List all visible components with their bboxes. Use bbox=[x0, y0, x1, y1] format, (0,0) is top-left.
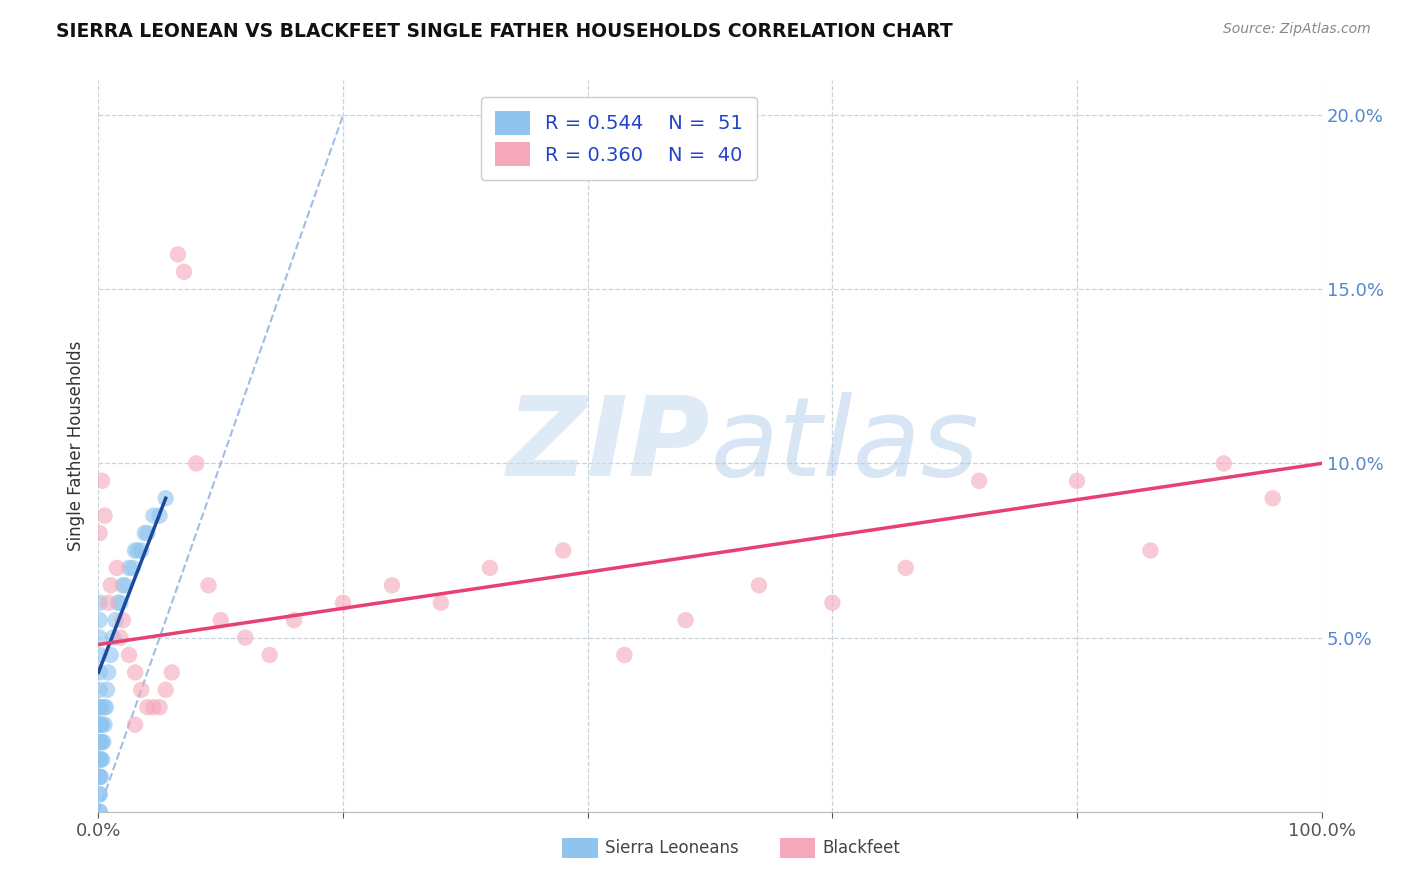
Point bbox=[129, 543, 152, 558]
Point bbox=[173, 265, 195, 279]
Legend: R = 0.544    N =  51, R = 0.360    N =  40: R = 0.544 N = 51, R = 0.360 N = 40 bbox=[481, 97, 756, 180]
Point bbox=[332, 596, 354, 610]
Point bbox=[89, 613, 111, 627]
Point bbox=[94, 700, 117, 714]
Point bbox=[91, 717, 114, 731]
Point bbox=[136, 700, 159, 714]
Point bbox=[1212, 457, 1234, 471]
Point bbox=[91, 735, 114, 749]
Point bbox=[894, 561, 917, 575]
Point bbox=[89, 770, 111, 784]
Point bbox=[93, 508, 115, 523]
Point bbox=[90, 717, 112, 731]
Point bbox=[209, 613, 232, 627]
Point bbox=[89, 770, 111, 784]
Point bbox=[167, 247, 190, 261]
Point bbox=[149, 700, 172, 714]
Point bbox=[111, 578, 134, 592]
Point bbox=[97, 665, 120, 680]
Point bbox=[89, 787, 111, 801]
Point bbox=[96, 682, 118, 697]
Text: atlas: atlas bbox=[710, 392, 979, 500]
Point bbox=[89, 717, 111, 731]
Point bbox=[381, 578, 404, 592]
Point bbox=[283, 613, 305, 627]
Point bbox=[149, 508, 172, 523]
Point bbox=[90, 700, 112, 714]
Text: Sierra Leoneans: Sierra Leoneans bbox=[605, 839, 738, 857]
Point bbox=[134, 526, 156, 541]
Text: Source: ZipAtlas.com: Source: ZipAtlas.com bbox=[1223, 22, 1371, 37]
Point bbox=[91, 474, 114, 488]
Point bbox=[142, 700, 165, 714]
Point bbox=[91, 735, 114, 749]
Point bbox=[89, 526, 111, 541]
Point bbox=[89, 631, 111, 645]
Point bbox=[90, 735, 112, 749]
Point bbox=[1066, 474, 1088, 488]
Point bbox=[233, 631, 256, 645]
Point bbox=[155, 682, 177, 697]
Y-axis label: Single Father Households: Single Father Households bbox=[66, 341, 84, 551]
Point bbox=[124, 665, 146, 680]
Point bbox=[89, 717, 111, 731]
Point bbox=[675, 613, 697, 627]
Point bbox=[1261, 491, 1284, 506]
Point bbox=[967, 474, 990, 488]
Point bbox=[89, 682, 111, 697]
Text: SIERRA LEONEAN VS BLACKFEET SINGLE FATHER HOUSEHOLDS CORRELATION CHART: SIERRA LEONEAN VS BLACKFEET SINGLE FATHE… bbox=[56, 22, 953, 41]
Point bbox=[124, 543, 146, 558]
Point bbox=[110, 596, 132, 610]
Point bbox=[89, 735, 111, 749]
Point bbox=[1139, 543, 1161, 558]
Point bbox=[748, 578, 770, 592]
Point bbox=[93, 717, 115, 731]
Point bbox=[136, 526, 159, 541]
Point bbox=[90, 752, 112, 766]
Point bbox=[97, 596, 120, 610]
Point bbox=[124, 717, 146, 731]
Point bbox=[89, 752, 111, 766]
Point bbox=[478, 561, 501, 575]
Point bbox=[121, 561, 143, 575]
Point bbox=[111, 613, 134, 627]
Point bbox=[553, 543, 575, 558]
Point bbox=[114, 578, 136, 592]
Point bbox=[93, 700, 115, 714]
Point bbox=[89, 787, 111, 801]
Point bbox=[100, 648, 122, 662]
Point bbox=[821, 596, 844, 610]
Point bbox=[89, 700, 111, 714]
Point bbox=[104, 613, 127, 627]
Point bbox=[118, 648, 141, 662]
Text: ZIP: ZIP bbox=[506, 392, 710, 500]
Point bbox=[259, 648, 281, 662]
Point bbox=[89, 596, 111, 610]
Point bbox=[142, 508, 165, 523]
Point bbox=[89, 752, 111, 766]
Point bbox=[160, 665, 183, 680]
Point bbox=[90, 770, 112, 784]
Point bbox=[89, 805, 111, 819]
Point bbox=[186, 457, 208, 471]
Point bbox=[127, 543, 149, 558]
Point bbox=[430, 596, 453, 610]
Point bbox=[105, 561, 128, 575]
Point bbox=[118, 561, 141, 575]
Point bbox=[129, 682, 152, 697]
Point bbox=[107, 596, 129, 610]
Point bbox=[89, 648, 111, 662]
Point bbox=[89, 735, 111, 749]
Point bbox=[110, 631, 132, 645]
Point bbox=[100, 578, 122, 592]
Point bbox=[613, 648, 636, 662]
Text: Blackfeet: Blackfeet bbox=[823, 839, 900, 857]
Point bbox=[155, 491, 177, 506]
Point bbox=[91, 752, 114, 766]
Point bbox=[89, 700, 111, 714]
Point bbox=[197, 578, 219, 592]
Point bbox=[89, 665, 111, 680]
Point bbox=[89, 805, 111, 819]
Point bbox=[101, 631, 124, 645]
